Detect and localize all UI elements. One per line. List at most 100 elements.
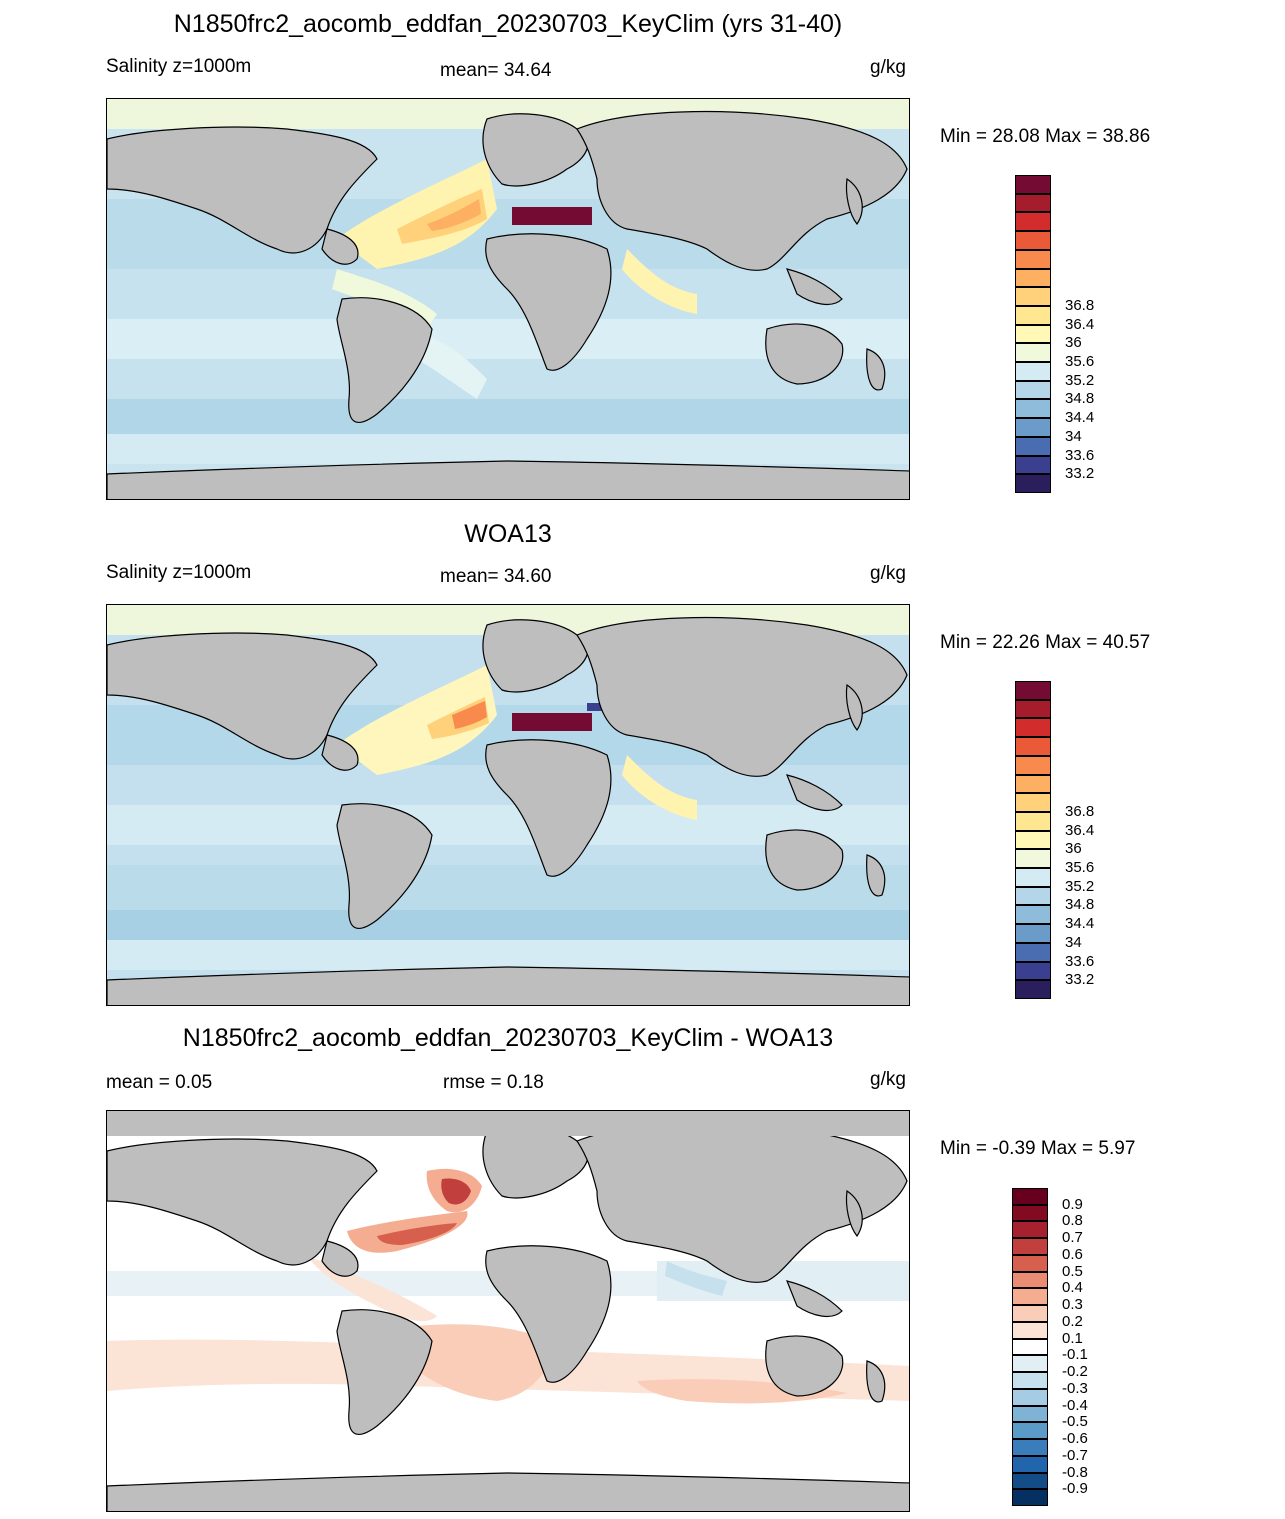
colorbar-tick-label: 34.4 (1065, 915, 1095, 933)
colorbar-swatch (1015, 905, 1051, 925)
panel-3-mean-label: mean = 0.05 (106, 1072, 213, 1093)
colorbar-tick-label: 35.6 (1065, 859, 1095, 877)
panel-3-title: N1850frc2_aocomb_eddfan_20230703_KeyClim… (182, 1024, 834, 1052)
panel-1-units-label: g/kg (870, 57, 906, 78)
colorbar-swatch (1015, 249, 1051, 269)
colorbar-swatch (1012, 1238, 1048, 1255)
colorbar-swatch (1015, 287, 1051, 306)
colorbar-swatch (1015, 755, 1051, 775)
colorbar-tick-label: 0.6 (1062, 1245, 1083, 1263)
panel-3-map-svg (107, 1111, 909, 1511)
panel-1-colorbar: 33.2 33.6 34 34.4 34.8 35.2 35.6 36 36.4 36.8 (1015, 175, 1094, 493)
colorbar-swatch (1012, 1489, 1048, 1506)
panel-2-mean-label: mean= 34.60 (440, 566, 552, 587)
colorbar-swatch (1012, 1271, 1048, 1289)
colorbar-swatch (1015, 268, 1051, 288)
panel-3-minmax: Min = -0.39 Max = 5.97 (940, 1138, 1136, 1159)
colorbar-swatch (1012, 1472, 1048, 1490)
colorbar-tick-label: -0.8 (1062, 1463, 1088, 1481)
colorbar-tick-label: 36 (1065, 334, 1082, 352)
colorbar-tick-label: 33.2 (1065, 971, 1095, 989)
colorbar-swatch (1015, 324, 1051, 344)
colorbar-tick-label: 34 (1065, 933, 1082, 951)
colorbar-tick-label: -0.1 (1062, 1346, 1088, 1364)
colorbar-swatch (1015, 718, 1051, 738)
panel-3-rmse-label: rmse = 0.18 (443, 1072, 544, 1093)
colorbar-swatch (1015, 849, 1051, 869)
panel-1-minmax: Min = 28.08 Max = 38.86 (940, 126, 1151, 147)
panel-1-mean-label: mean= 34.64 (440, 60, 552, 81)
colorbar-swatch (1012, 1355, 1048, 1373)
colorbar-swatch (1015, 699, 1051, 719)
colorbar-tick-label: 34.4 (1065, 409, 1095, 427)
colorbar-swatch (1012, 1188, 1048, 1205)
colorbar-swatch (1015, 811, 1051, 831)
colorbar-tick-label: 33.6 (1065, 446, 1095, 464)
colorbar-swatch (1012, 1422, 1048, 1440)
panel-2-minmax: Min = 22.26 Max = 40.57 (940, 632, 1151, 653)
colorbar-tick-label: 34.8 (1065, 896, 1095, 914)
colorbar-swatch (1015, 231, 1051, 250)
colorbar-swatch (1015, 961, 1051, 981)
colorbar-tick-label: 35.6 (1065, 353, 1095, 371)
panel-1-map (106, 98, 910, 500)
colorbar-swatch (1015, 942, 1051, 962)
colorbar-tick-label: -0.4 (1062, 1396, 1088, 1414)
colorbar-tick-label: 35.2 (1065, 877, 1095, 895)
colorbar-tick-label: 0.9 (1062, 1195, 1083, 1213)
colorbar-swatch (1012, 1372, 1048, 1389)
colorbar-swatch (1015, 886, 1051, 906)
colorbar-swatch (1015, 399, 1051, 419)
panel-2-title: WOA13 (464, 520, 552, 548)
colorbar-swatch (1015, 343, 1051, 363)
colorbar-swatch (1015, 455, 1051, 475)
colorbar-swatch (1012, 1288, 1048, 1306)
colorbar-tick-label: -0.9 (1062, 1480, 1088, 1498)
panel-1-title: N1850frc2_aocomb_eddfan_20230703_KeyClim… (173, 10, 843, 38)
colorbar-tick-label: 36 (1065, 840, 1082, 858)
panel-1-variable-label: Salinity z=1000m (106, 56, 252, 77)
colorbar-tick-label: 0.7 (1062, 1229, 1083, 1247)
panel-3-units-label: g/kg (870, 1069, 906, 1090)
colorbar-swatch (1012, 1321, 1048, 1339)
colorbar-tick-label: -0.6 (1062, 1430, 1088, 1448)
colorbar-swatch (1012, 1204, 1048, 1222)
colorbar-swatch (1012, 1338, 1048, 1356)
panel-2-units-label: g/kg (870, 563, 906, 584)
colorbar-swatch (1015, 793, 1051, 812)
colorbar-tick-label: -0.5 (1062, 1413, 1088, 1431)
colorbar-swatch (1015, 418, 1051, 437)
colorbar-tick-label: 35.2 (1065, 371, 1095, 389)
colorbar-swatch (1015, 980, 1051, 999)
panel-1-map-svg (107, 99, 909, 499)
colorbar-tick-label: 0.2 (1062, 1312, 1083, 1330)
colorbar-swatch (1015, 175, 1051, 194)
colorbar-swatch (1015, 193, 1051, 213)
colorbar-tick-label: 0.4 (1062, 1279, 1083, 1297)
colorbar-swatch (1015, 362, 1051, 381)
colorbar-swatch (1012, 1221, 1048, 1239)
colorbar-tick-label: 0.5 (1062, 1262, 1083, 1280)
colorbar-swatch (1015, 868, 1051, 887)
colorbar-tick-label: 34.8 (1065, 390, 1095, 408)
colorbar-swatch (1015, 305, 1051, 325)
colorbar-tick-label: 0.3 (1062, 1296, 1083, 1314)
colorbar-swatch (1015, 681, 1051, 700)
colorbar-swatch (1012, 1305, 1048, 1322)
colorbar-swatch (1015, 380, 1051, 400)
colorbar-tick-label: 33.2 (1065, 465, 1095, 483)
colorbar-tick-label: 36.8 (1065, 296, 1095, 314)
colorbar-swatch (1015, 774, 1051, 794)
colorbar-swatch (1015, 924, 1051, 943)
panel-2-colorbar: 33.2 33.6 34 34.4 34.8 35.2 35.6 36 36.4 36.8 (1015, 681, 1094, 999)
colorbar-swatch (1012, 1439, 1048, 1456)
colorbar-tick-label: 33.6 (1065, 952, 1095, 970)
colorbar-swatch (1015, 212, 1051, 232)
colorbar-tick-label: 36.4 (1065, 315, 1095, 333)
colorbar-tick-label: -0.7 (1062, 1446, 1088, 1464)
panel-2-variable-label: Salinity z=1000m (106, 562, 252, 583)
colorbar-tick-label: 0.8 (1062, 1212, 1083, 1230)
panel-2-map-svg (107, 605, 909, 1005)
panel-3-map (106, 1110, 910, 1512)
panel-3-colorbar: -0.9 -0.8 -0.7 -0.6 -0.5 -0.4 -0.3 -0.2 -0.1 0.1 0… (1012, 1188, 1088, 1506)
